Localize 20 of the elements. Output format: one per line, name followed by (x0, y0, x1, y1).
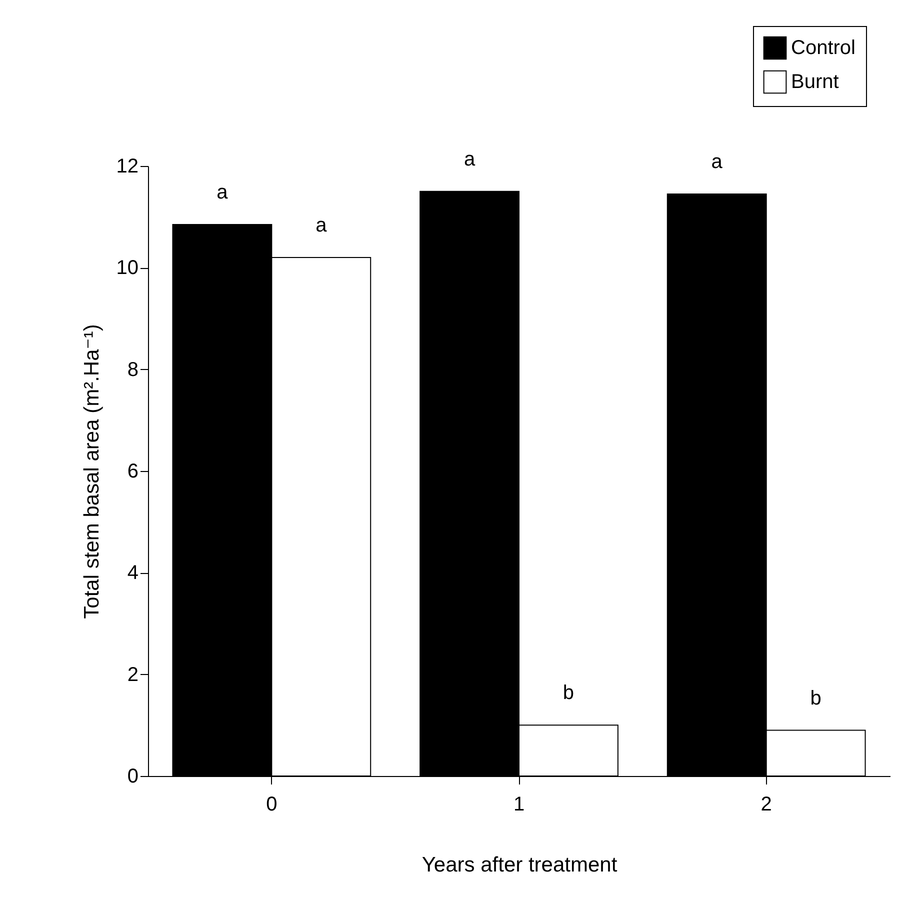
legend-label: Control (791, 37, 856, 59)
y-tick-label: 12 (116, 156, 138, 178)
annotation: a (316, 214, 328, 236)
annotation: a (711, 150, 724, 173)
x-axis-title: Years after treatment (422, 854, 618, 876)
y-tick-label: 4 (127, 562, 138, 584)
y-tick-label: 6 (127, 460, 138, 482)
annotation: b (810, 687, 822, 710)
y-tick-label: 2 (127, 664, 138, 686)
annotation: a (464, 148, 476, 170)
annotation: a (216, 181, 229, 204)
legend-label: Burnt (791, 71, 840, 93)
x-tick-label: 1 (513, 794, 525, 816)
x-tick-label: 2 (760, 794, 772, 816)
y-tick-label: 10 (116, 257, 138, 280)
x-tick-label: 0 (266, 794, 278, 816)
y-tick-label: 8 (127, 358, 138, 381)
y-axis-title: Total stem basal area (m².Ha⁻¹) (80, 324, 104, 619)
y-tick-label: 0 (127, 766, 138, 788)
annotation: b (562, 682, 574, 704)
